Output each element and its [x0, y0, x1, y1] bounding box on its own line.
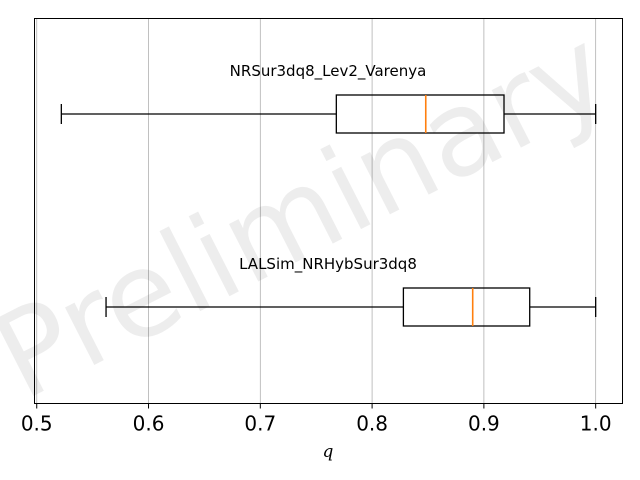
iqr-box	[402, 287, 531, 327]
x-axis: 0.5 0.6 0.7 0.8 0.9 1.0	[21, 403, 612, 436]
plot-frame	[34, 18, 623, 404]
grid-lines	[36, 18, 597, 404]
box-group: LALSim_NRHybSur3dq8	[105, 255, 597, 327]
series-label: LALSim_NRHybSur3dq8	[239, 255, 417, 274]
x-tick-label: 0.7	[244, 412, 276, 436]
x-tick-label: 0.9	[468, 412, 500, 436]
x-axis-label: q	[323, 442, 334, 462]
series-label: NRSur3dq8_Lev2_Varenya	[230, 62, 427, 81]
x-tick-label: 0.5	[21, 412, 53, 436]
box-group: NRSur3dq8_Lev2_Varenya	[60, 62, 597, 134]
x-tick-label: 1.0	[580, 412, 612, 436]
x-tick-label: 0.6	[133, 412, 165, 436]
iqr-box	[335, 94, 505, 134]
box-series: NRSur3dq8_Lev2_Varenya LALSim_NRHybSur3dq…	[60, 62, 597, 327]
x-tick-label: 0.8	[356, 412, 388, 436]
